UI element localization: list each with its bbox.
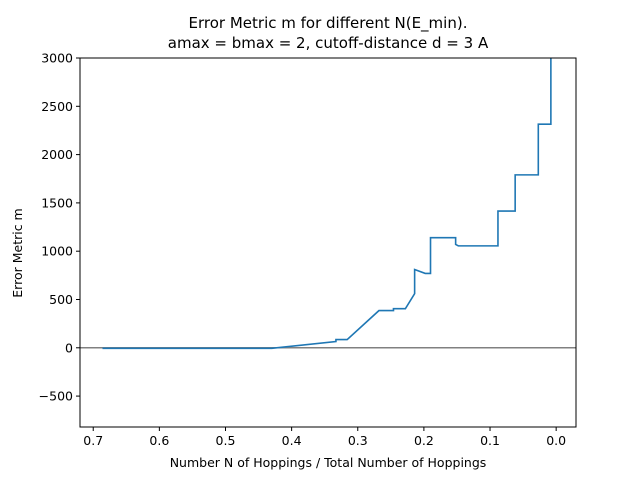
x-tick-label: 0.3 — [348, 433, 368, 448]
chart-title-line2: amax = bmax = 2, cutoff-distance d = 3 A — [168, 34, 489, 52]
x-tick-label: 0.2 — [414, 433, 434, 448]
y-tick-label: 2500 — [41, 99, 73, 114]
y-tick-label: 3000 — [41, 51, 73, 66]
y-tick-label: 1000 — [41, 244, 73, 259]
x-tick-label: 0.0 — [546, 433, 566, 448]
x-axis-label: Number N of Hoppings / Total Number of H… — [170, 455, 487, 470]
chart-title-line1: Error Metric m for different N(E_min). — [189, 14, 468, 33]
y-tick-label: −500 — [39, 389, 73, 404]
y-axis-label: Error Metric m — [10, 208, 25, 297]
x-axis-ticks: 0.7 0.6 0.5 0.4 0.3 0.2 0.1 0.0 — [83, 427, 566, 448]
plot-area — [80, 58, 576, 350]
x-tick-label: 0.6 — [149, 433, 169, 448]
x-tick-label: 0.1 — [480, 433, 500, 448]
x-tick-label: 0.4 — [282, 433, 302, 448]
y-tick-label: 2000 — [41, 147, 73, 162]
y-tick-label: 0 — [65, 340, 73, 355]
y-axis-ticks: −500 0 500 1000 1500 2000 2500 3000 — [39, 51, 80, 404]
x-tick-label: 0.5 — [216, 433, 236, 448]
y-tick-label: 1500 — [41, 195, 73, 210]
series-line-0 — [102, 58, 552, 350]
x-tick-label: 0.7 — [83, 433, 103, 448]
y-tick-label: 500 — [49, 292, 73, 307]
axes-frame — [79, 57, 577, 428]
